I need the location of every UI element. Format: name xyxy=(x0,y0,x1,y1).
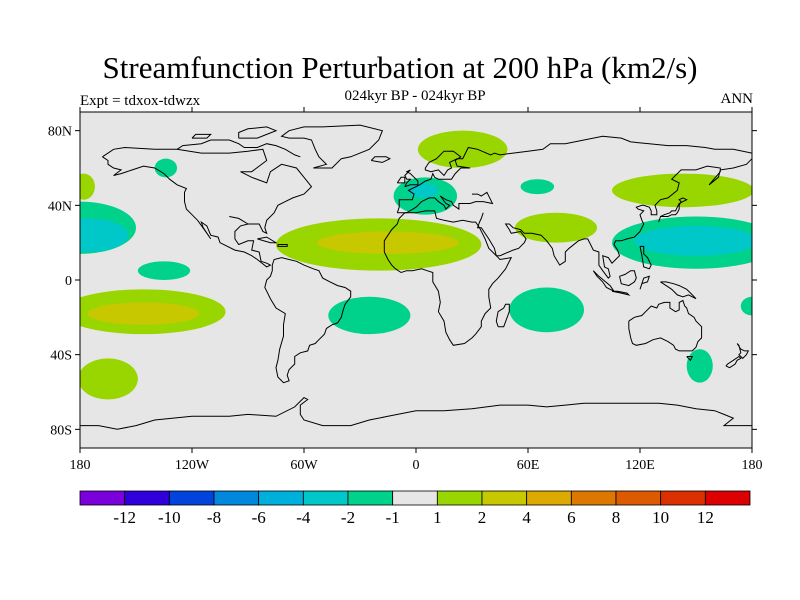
lon-tick-label: 60W xyxy=(290,458,318,473)
contour-region-17 xyxy=(612,173,752,208)
colorbar-label: -10 xyxy=(158,508,181,527)
coastline-3 xyxy=(383,210,513,346)
lon-tick-label: 120W xyxy=(175,458,210,473)
contour-region-21 xyxy=(740,296,752,316)
coastline-10 xyxy=(736,343,750,360)
contour-region-14 xyxy=(514,212,598,243)
lon-tick-label: 180 xyxy=(70,458,91,473)
contour-region-4 xyxy=(154,158,178,178)
contour-region-3 xyxy=(137,261,191,280)
contour-region-16 xyxy=(509,287,584,333)
contour-region-7 xyxy=(80,358,138,400)
coastline-6 xyxy=(476,158,752,279)
coastline-5 xyxy=(397,191,494,214)
colorbar-box-0 xyxy=(79,490,126,506)
coastline-15 xyxy=(396,176,406,184)
coastline-24 xyxy=(277,244,288,247)
colorbar-box-11 xyxy=(570,490,617,506)
coastline-9 xyxy=(686,356,694,362)
colorbar-box-5 xyxy=(302,490,349,506)
coastline-28 xyxy=(191,133,212,139)
coastline-12 xyxy=(658,197,688,223)
lat-tick-label: 40S xyxy=(50,349,72,364)
coastline-25 xyxy=(80,396,752,430)
coastline-13 xyxy=(495,303,510,328)
colorbar-label: 10 xyxy=(652,508,669,527)
lat-tick-label: 40N xyxy=(48,199,72,214)
lat-tick-label: 0 xyxy=(65,274,72,289)
coastline-2 xyxy=(280,124,384,169)
coastline-0 xyxy=(102,146,313,268)
map-background xyxy=(80,112,752,448)
contour-region-19 xyxy=(634,225,752,256)
colorbar-box-8 xyxy=(436,490,483,506)
coastline-19 xyxy=(619,270,637,287)
colorbar-label: 8 xyxy=(612,508,621,527)
contour-region-10 xyxy=(328,296,411,335)
coastline-27 xyxy=(238,126,278,139)
contour-region-1 xyxy=(80,218,129,252)
colorbar-box-6 xyxy=(347,490,394,506)
colorbar-box-10 xyxy=(526,490,572,506)
colorbar-label: 2 xyxy=(478,508,487,527)
contour-region-13 xyxy=(417,130,508,168)
lon-tick-label: 180 xyxy=(742,458,763,473)
coastline-14 xyxy=(404,169,419,188)
colorbar-label: 1 xyxy=(433,508,442,527)
colorbar-label: 12 xyxy=(697,508,714,527)
lon-tick-label: 120E xyxy=(625,458,655,473)
coastline-20 xyxy=(660,281,697,300)
colorbar-label: -2 xyxy=(341,508,355,527)
contour-region-15 xyxy=(520,179,555,195)
coastline-22 xyxy=(639,245,652,270)
coastline-18 xyxy=(611,290,631,296)
colorbar-label: 6 xyxy=(567,508,576,527)
chart-title: Streamfunction Perturbation at 200 hPa (… xyxy=(102,50,698,85)
colorbar-box-14 xyxy=(704,490,751,506)
chart-subtitle: 024kyr BP - 024kyr BP xyxy=(344,88,486,104)
colorbar-box-12 xyxy=(615,490,662,506)
lon-tick-label: 60E xyxy=(517,458,540,473)
colorbar-box-1 xyxy=(124,490,170,506)
contour-region-2 xyxy=(80,173,95,200)
coastline-26 xyxy=(176,139,301,158)
contour-region-6 xyxy=(87,302,200,325)
coastline-23 xyxy=(257,236,278,244)
contour-region-9 xyxy=(317,231,459,254)
experiment-label: Expt = tdxox-tdwzx xyxy=(80,93,201,109)
colorbar-box-4 xyxy=(258,490,304,506)
colorbar-box-13 xyxy=(660,490,706,506)
colorbar-label: 4 xyxy=(522,508,531,527)
coastline-16 xyxy=(370,156,392,163)
coastline-4 xyxy=(396,135,752,213)
coastline-8 xyxy=(628,299,703,352)
colorbar-label: -4 xyxy=(296,508,311,527)
colorbar-box-3 xyxy=(213,490,260,506)
lon-tick-label: 0 xyxy=(413,458,420,473)
lat-tick-label: 80S xyxy=(50,423,72,438)
coastline-7 xyxy=(229,216,249,225)
colorbar-label: -12 xyxy=(113,508,136,527)
coastline-17 xyxy=(592,270,616,293)
colorbar-label: -8 xyxy=(207,508,221,527)
colorbar-box-9 xyxy=(481,490,528,506)
coastline-21 xyxy=(639,275,651,290)
season-label: ANN xyxy=(720,91,754,107)
lat-tick-label: 80N xyxy=(48,125,72,140)
colorbar: -12 -10 -8 -6 -4 -2 -1 1 2 4 6 8 10 12 xyxy=(79,490,751,527)
colorbar-label: -1 xyxy=(386,508,400,527)
colorbar-box-7 xyxy=(392,490,438,506)
contour-fill-layer xyxy=(80,130,752,400)
coastline-11 xyxy=(725,355,742,369)
axis-ticks: 80N 40N 0 40S 80S 180 120W 60W 0 60E 120E 180 xyxy=(48,107,763,473)
colorbar-box-2 xyxy=(168,490,215,506)
coastline-layer xyxy=(80,124,752,430)
contour-region-20 xyxy=(686,349,713,383)
coastline-1 xyxy=(264,257,352,384)
colorbar-label: -6 xyxy=(252,508,266,527)
